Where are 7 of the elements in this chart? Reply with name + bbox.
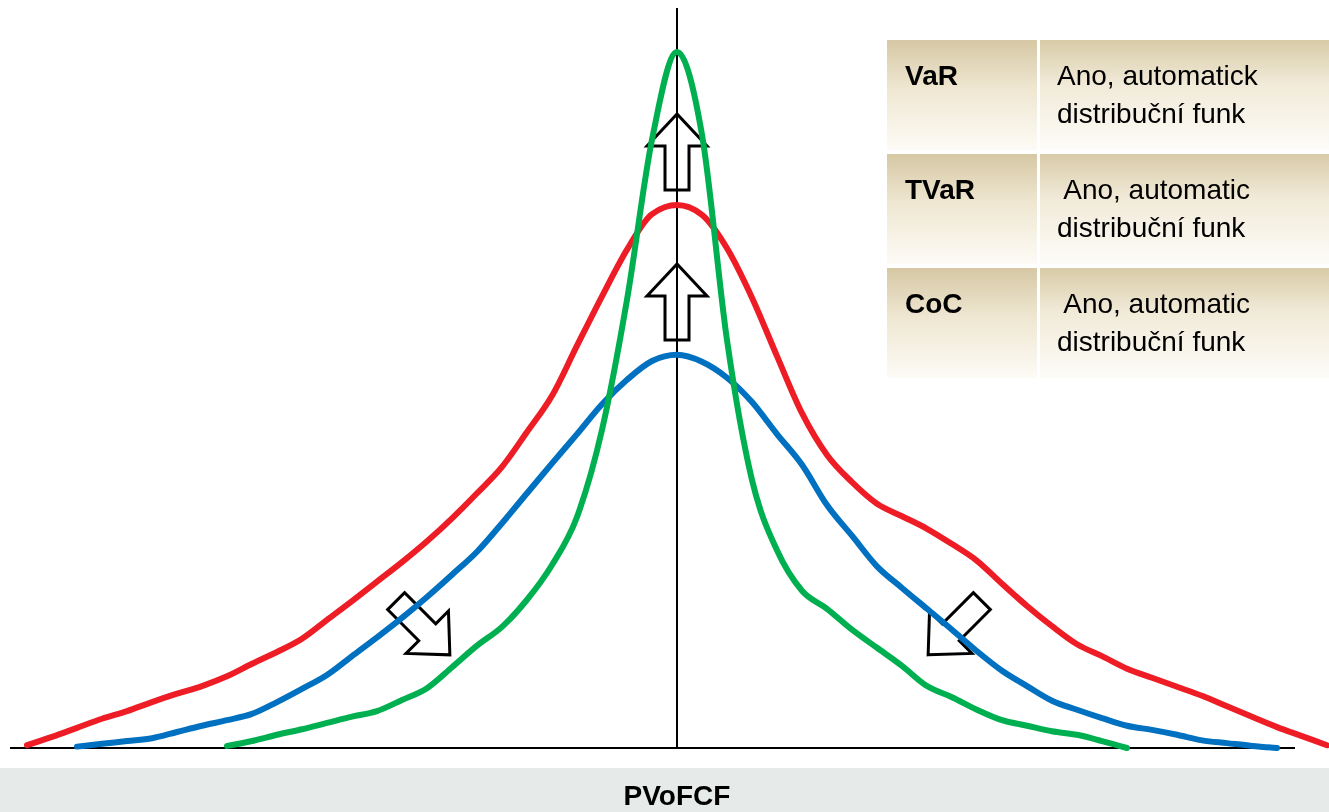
- x-axis-title: PVoFCF: [623, 780, 731, 811]
- annotation: CoC: [905, 288, 963, 319]
- annotation: VaR: [905, 60, 958, 91]
- annotation: Ano, automatic distribuční funk: [1057, 288, 1251, 357]
- annotation: TVaR: [905, 174, 976, 205]
- annotation: Ano, automatic distribuční funk: [1057, 174, 1251, 243]
- annotation: Ano, automatick distribuční funk: [1057, 60, 1259, 129]
